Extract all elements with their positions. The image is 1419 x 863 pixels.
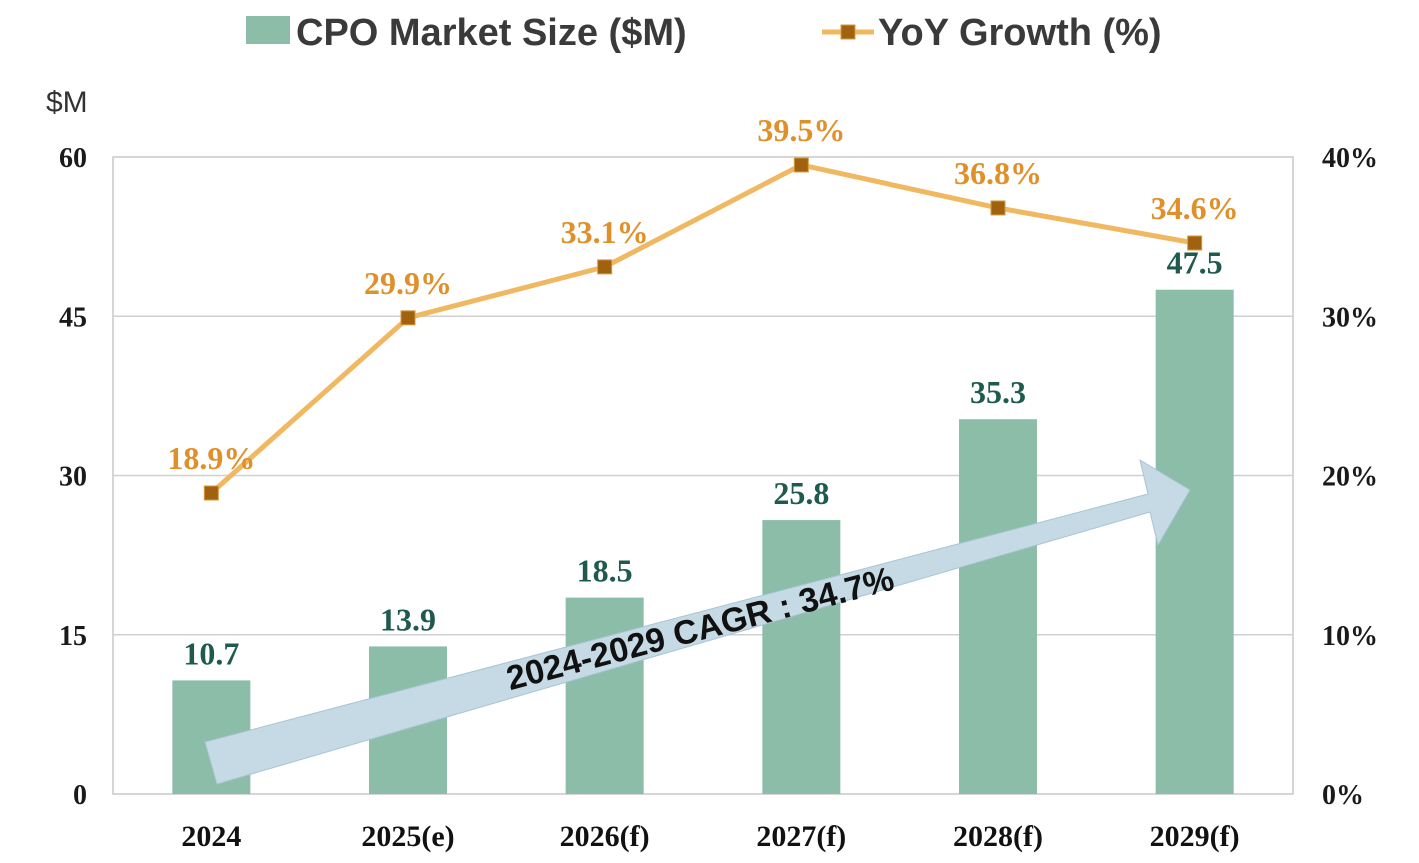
bar xyxy=(959,419,1037,794)
right-tick-label: 0% xyxy=(1322,780,1364,811)
bar xyxy=(1155,289,1234,794)
bar-value-label: 13.9 xyxy=(380,601,436,637)
category-label: 2027(f) xyxy=(756,820,846,853)
category-label: 2026(f) xyxy=(560,820,650,853)
growth-value-label: 36.8% xyxy=(954,155,1042,191)
legend-line-marker xyxy=(840,24,856,40)
growth-marker xyxy=(597,259,613,275)
growth-marker xyxy=(203,485,219,501)
growth-value-label: 34.6% xyxy=(1151,190,1239,226)
legend: CPO Market Size ($M) YoY Growth (%) xyxy=(246,12,1162,54)
gridlines xyxy=(113,315,1293,636)
growth-data-labels: 18.9% 29.9% 33.1% 39.5% 36.8% 34.6% xyxy=(167,112,1238,476)
category-label: 2029(f) xyxy=(1150,820,1240,853)
left-axis-unit: $M xyxy=(46,86,88,119)
bar-value-label: 35.3 xyxy=(970,374,1026,410)
right-tick-label: 30% xyxy=(1322,302,1378,333)
bar-value-label: 18.5 xyxy=(577,553,633,589)
growth-value-label: 39.5% xyxy=(757,112,845,148)
growth-marker xyxy=(400,310,416,326)
left-axis-ticks: 0 15 30 45 60 xyxy=(59,143,87,811)
legend-bar-swatch xyxy=(246,16,290,44)
legend-bar-label: CPO Market Size ($M) xyxy=(296,12,687,54)
left-tick-label: 45 xyxy=(59,302,87,333)
right-tick-label: 40% xyxy=(1322,143,1378,174)
growth-value-label: 33.1% xyxy=(561,214,649,250)
cagr-arrow-shape xyxy=(204,458,1191,785)
legend-line-label: YoY Growth (%) xyxy=(878,12,1162,54)
growth-line-path xyxy=(209,162,1196,495)
growth-markers xyxy=(203,157,1203,501)
category-label: 2024 xyxy=(181,820,241,853)
growth-value-label: 29.9% xyxy=(364,265,452,301)
bar-value-label: 47.5 xyxy=(1167,245,1223,281)
right-tick-label: 20% xyxy=(1322,462,1378,493)
bar-value-label: 25.8 xyxy=(773,475,829,511)
left-tick-label: 15 xyxy=(59,621,87,652)
growth-marker xyxy=(1187,235,1203,251)
right-tick-label: 10% xyxy=(1322,621,1378,652)
bar-value-label: 10.7 xyxy=(183,635,239,671)
left-tick-label: 30 xyxy=(59,462,87,493)
bar-data-labels: 10.7 13.9 18.5 25.8 35.3 47.5 xyxy=(183,245,1222,672)
bar xyxy=(762,520,841,794)
category-label: 2028(f) xyxy=(953,820,1043,853)
cagr-arrow: 2024-2029 CAGR : 34.7% xyxy=(204,458,1191,785)
category-label: 2025(e) xyxy=(361,820,454,853)
category-axis: 2024 2025(e) 2026(f) 2027(f) 2028(f) 2029(f) xyxy=(181,820,1239,853)
growth-value-label: 18.9% xyxy=(167,440,255,476)
growth-marker xyxy=(793,157,809,173)
growth-marker xyxy=(990,200,1006,216)
growth-line xyxy=(209,162,1196,495)
left-tick-label: 60 xyxy=(59,143,87,174)
left-tick-label: 0 xyxy=(73,780,87,811)
right-axis-ticks: 0% 10% 20% 30% 40% xyxy=(1322,143,1378,811)
